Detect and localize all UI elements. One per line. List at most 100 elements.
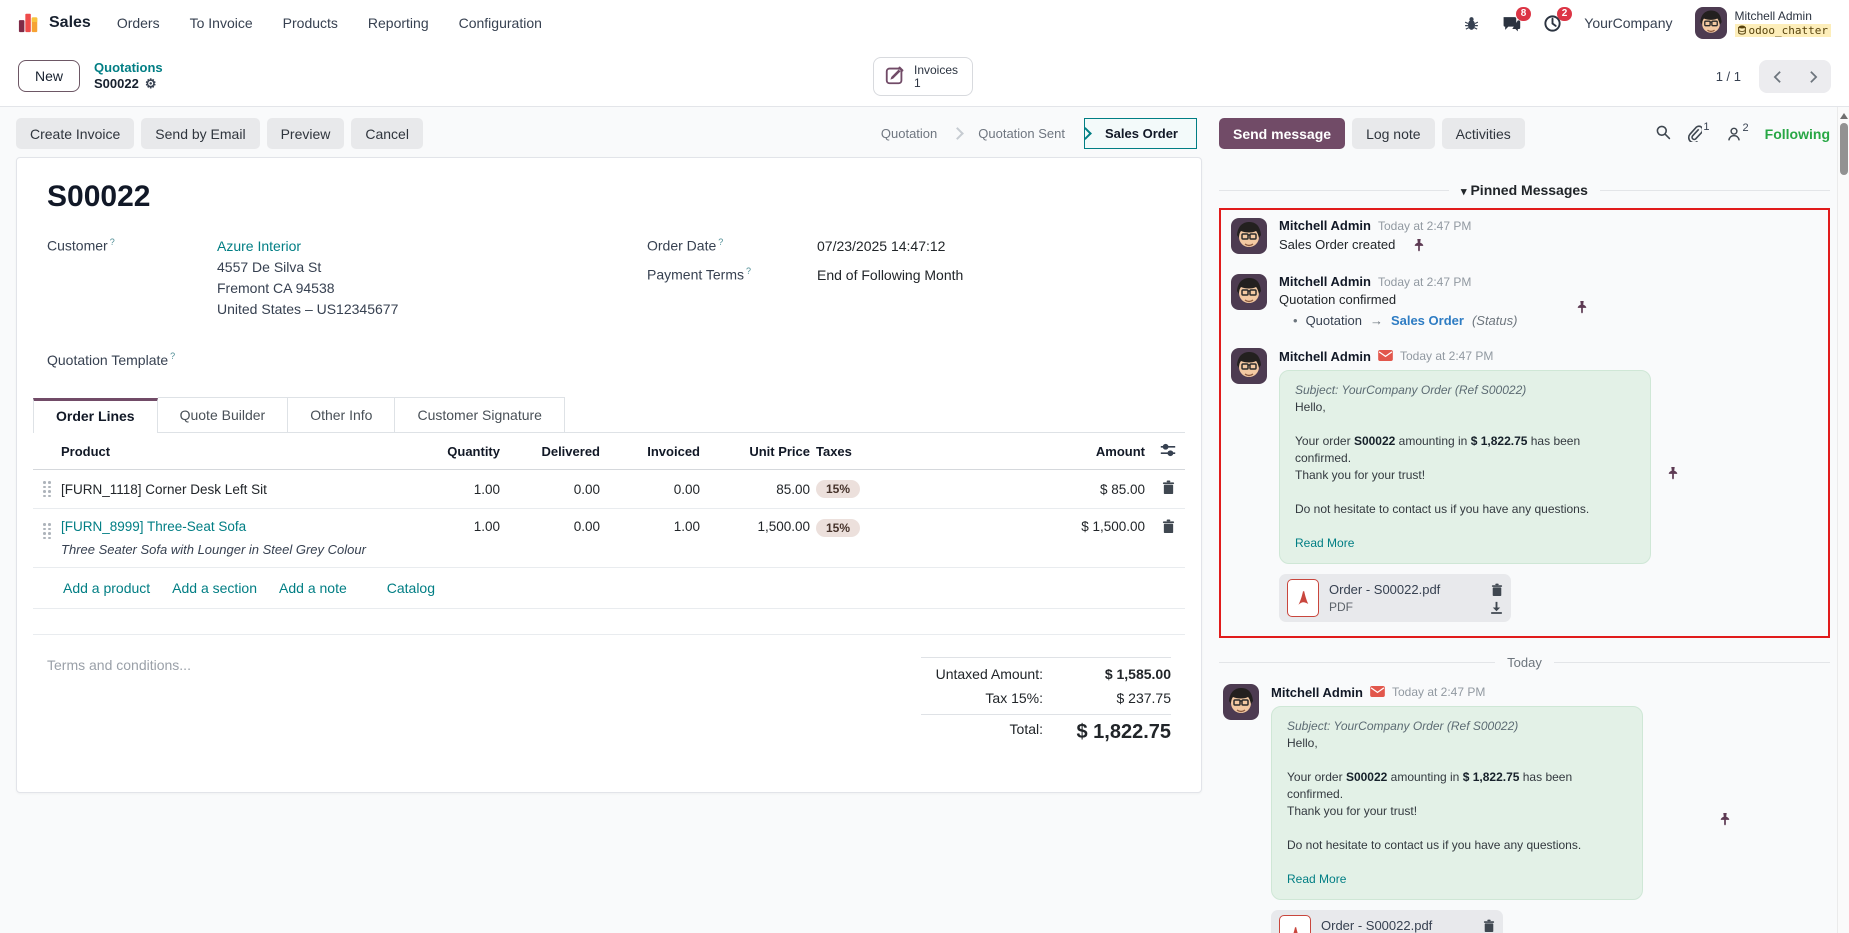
col-quantity[interactable]: Quantity (447, 444, 500, 459)
menu-configuration[interactable]: Configuration (458, 15, 542, 31)
author-avatar[interactable] (1231, 348, 1267, 384)
menu-orders[interactable]: Orders (116, 15, 160, 31)
customer-link[interactable]: Azure Interior (217, 238, 302, 254)
log-note-button[interactable]: Log note (1352, 118, 1435, 149)
email-greeting: Hello, (1295, 400, 1326, 414)
tab-customer-signature[interactable]: Customer Signature (395, 397, 565, 432)
product-name[interactable]: [FURN_1118] Corner Desk Left Sit (61, 481, 267, 497)
stage-quotation[interactable]: Quotation (880, 126, 938, 141)
breadcrumb-quotations[interactable]: Quotations (94, 60, 163, 75)
invoiced-value[interactable]: 0.00 (673, 481, 700, 497)
author-avatar[interactable] (1231, 218, 1267, 254)
message-author[interactable]: Mitchell Admin (1279, 348, 1371, 364)
new-button[interactable]: New (18, 60, 81, 92)
optional-columns-icon[interactable] (1151, 443, 1185, 460)
followers-icon[interactable]: 2 (1726, 122, 1749, 142)
activities-button[interactable]: Activities (1441, 118, 1525, 149)
app-name[interactable]: Sales (49, 14, 91, 31)
pinned-messages-toggle[interactable]: ▾ Pinned Messages (1461, 182, 1588, 198)
drag-handle-icon[interactable] (43, 481, 51, 497)
menu-to-invoice[interactable]: To Invoice (189, 15, 253, 31)
messages-icon[interactable]: 8 (1502, 6, 1532, 33)
send-message-button[interactable]: Send message (1219, 118, 1346, 149)
quantity-value[interactable]: 1.00 (473, 519, 500, 534)
add-section-link[interactable]: Add a section (172, 580, 258, 596)
delivered-value[interactable]: 0.00 (573, 519, 600, 534)
quotation-template-label: Quotation Template? (47, 351, 176, 368)
attachments-icon[interactable]: 1 (1687, 121, 1710, 142)
invoiced-value[interactable]: 1.00 (673, 519, 700, 534)
message-author[interactable]: Mitchell Admin (1279, 218, 1371, 233)
col-product[interactable]: Product (61, 444, 111, 459)
scrollbar-thumb[interactable] (1839, 123, 1848, 175)
pin-icon[interactable] (1576, 300, 1588, 314)
user-avatar[interactable] (1694, 7, 1727, 39)
debug-bug-icon[interactable] (1463, 15, 1480, 32)
catalog-link[interactable]: Catalog (386, 580, 436, 596)
col-invoiced[interactable]: Invoiced (647, 444, 700, 459)
unit-price-value[interactable]: 85.00 (776, 481, 810, 497)
create-invoice-button[interactable]: Create Invoice (16, 118, 135, 149)
delete-attachment-icon[interactable] (1491, 583, 1503, 597)
read-more-link[interactable]: Read More (1295, 536, 1355, 550)
company-switcher[interactable]: YourCompany (1584, 15, 1673, 31)
stage-quotation-sent[interactable]: Quotation Sent (978, 126, 1065, 141)
author-avatar[interactable] (1231, 274, 1267, 310)
tab-order-lines[interactable]: Order Lines (33, 398, 158, 433)
order-line-row[interactable]: [FURN_1118] Corner Desk Left Sit 1.00 0.… (33, 470, 1185, 509)
pin-icon[interactable] (1413, 238, 1425, 252)
add-note-link[interactable]: Add a note (279, 580, 347, 596)
read-more-link[interactable]: Read More (1287, 872, 1347, 886)
chatter-scrollbar[interactable] (1837, 107, 1849, 933)
col-delivered[interactable]: Delivered (541, 444, 600, 459)
send-by-email-button[interactable]: Send by Email (141, 118, 260, 149)
add-product-link[interactable]: Add a product (63, 580, 151, 596)
following-button[interactable]: Following (1764, 125, 1830, 142)
preview-button[interactable]: Preview (266, 118, 345, 149)
delete-attachment-icon[interactable] (1483, 919, 1495, 933)
search-messages-icon[interactable] (1655, 124, 1671, 143)
app-brand[interactable]: Sales (18, 11, 91, 36)
pager-next-icon[interactable] (1795, 60, 1831, 93)
col-taxes[interactable]: Taxes (816, 444, 852, 459)
attachment-card[interactable]: Order - S00022.pdf PDF (1271, 910, 1503, 933)
pin-icon[interactable] (1719, 812, 1731, 826)
tab-other-info[interactable]: Other Info (288, 397, 396, 432)
tax-badge[interactable]: 15% (816, 519, 861, 537)
message-time: Today at 2:47 PM (1377, 274, 1472, 289)
invoices-smart-button[interactable]: Invoices 1 (873, 57, 973, 96)
product-name[interactable]: [FURN_8999] Three-Seat Sofa (61, 519, 247, 534)
order-line-row[interactable]: [FURN_8999] Three-Seat Sofa Three Seater… (33, 509, 1185, 568)
activities-clock-icon[interactable]: 2 (1543, 6, 1573, 33)
download-icon[interactable] (1490, 601, 1503, 614)
drag-handle-icon[interactable] (43, 523, 51, 539)
col-unit-price[interactable]: Unit Price (749, 444, 810, 459)
payment-terms-value[interactable]: End of Following Month (817, 267, 964, 283)
menu-reporting[interactable]: Reporting (367, 15, 429, 31)
cancel-button[interactable]: Cancel (351, 118, 423, 149)
delete-line-icon[interactable] (1162, 480, 1175, 495)
bullet-icon: • (1293, 313, 1298, 328)
attachment-card[interactable]: Order - S00022.pdf PDF (1279, 574, 1511, 622)
gear-icon[interactable]: ⚙ (144, 76, 157, 91)
quantity-value[interactable]: 1.00 (473, 481, 500, 497)
col-amount[interactable]: Amount (1095, 444, 1145, 459)
delivered-value[interactable]: 0.00 (573, 481, 600, 497)
stage-sales-order[interactable]: Sales Order (1084, 118, 1197, 149)
unit-price-value[interactable]: 1,500.00 (757, 519, 810, 534)
pager-previous-icon[interactable] (1759, 60, 1795, 93)
delete-line-icon[interactable] (1162, 519, 1175, 534)
scroll-up-icon[interactable] (1839, 113, 1848, 119)
user-menu[interactable]: Mitchell Admin odoo_chatter (1694, 7, 1831, 39)
message-author[interactable]: Mitchell Admin (1271, 684, 1363, 700)
order-date-value[interactable]: 07/23/2025 14:47:12 (817, 238, 946, 254)
author-avatar[interactable] (1223, 684, 1259, 720)
attachment-name[interactable]: Order - S00022.pdf (1321, 918, 1433, 933)
pin-icon[interactable] (1667, 466, 1679, 480)
menu-products[interactable]: Products (282, 15, 338, 31)
tax-badge[interactable]: 15% (816, 480, 861, 498)
terms-placeholder[interactable]: Terms and conditions... (47, 657, 191, 673)
attachment-name[interactable]: Order - S00022.pdf (1329, 582, 1441, 597)
message-author[interactable]: Mitchell Admin (1279, 274, 1371, 289)
tab-quote-builder[interactable]: Quote Builder (157, 397, 289, 432)
